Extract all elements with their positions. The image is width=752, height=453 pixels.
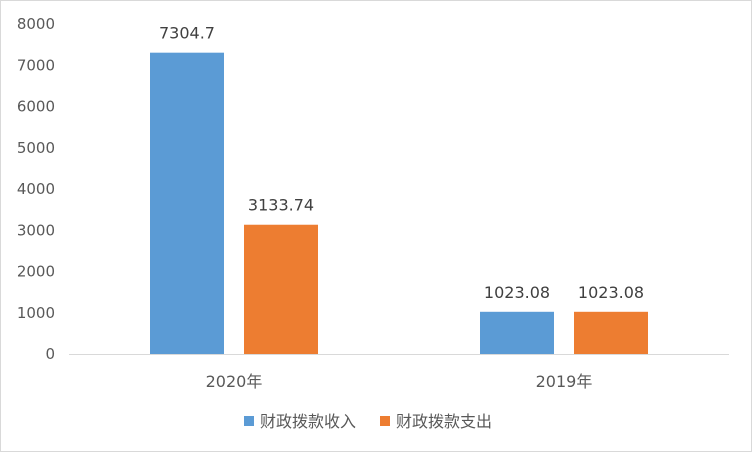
- bar-income: [480, 311, 554, 354]
- data-label: 1023.08: [578, 283, 644, 302]
- bar-income: [150, 52, 224, 355]
- bars: [150, 52, 648, 355]
- y-tick-label: 8000: [17, 15, 55, 33]
- y-tick-label: 2000: [17, 263, 55, 281]
- bar-expense: [244, 224, 318, 354]
- y-tick-label: 4000: [17, 180, 55, 198]
- data-label: 1023.08: [484, 283, 550, 302]
- data-label: 3133.74: [248, 196, 314, 215]
- y-tick-label: 1000: [17, 304, 55, 322]
- y-tick-label: 5000: [17, 139, 55, 157]
- y-tick-label: 3000: [17, 221, 55, 239]
- y-axis: 0 1000 2000 3000 4000 5000 6000 7000 8000: [17, 15, 55, 363]
- y-tick-label: 0: [45, 345, 55, 363]
- legend-label: 财政拨款支出: [396, 412, 492, 431]
- data-label: 7304.7: [159, 24, 215, 43]
- y-tick-label: 6000: [17, 98, 55, 116]
- y-tick-label: 7000: [17, 56, 55, 74]
- data-labels: 7304.7 3133.74 1023.08 1023.08: [159, 24, 644, 302]
- category-label: 2020年: [206, 372, 263, 391]
- legend-swatch: [380, 416, 390, 426]
- legend-swatch: [244, 416, 254, 426]
- legend: 财政拨款收入 财政拨款支出: [244, 412, 492, 431]
- legend-label: 财政拨款收入: [260, 412, 356, 431]
- category-labels: 2020年 2019年: [206, 372, 593, 391]
- bar-expense: [574, 311, 648, 354]
- category-label: 2019年: [536, 372, 593, 391]
